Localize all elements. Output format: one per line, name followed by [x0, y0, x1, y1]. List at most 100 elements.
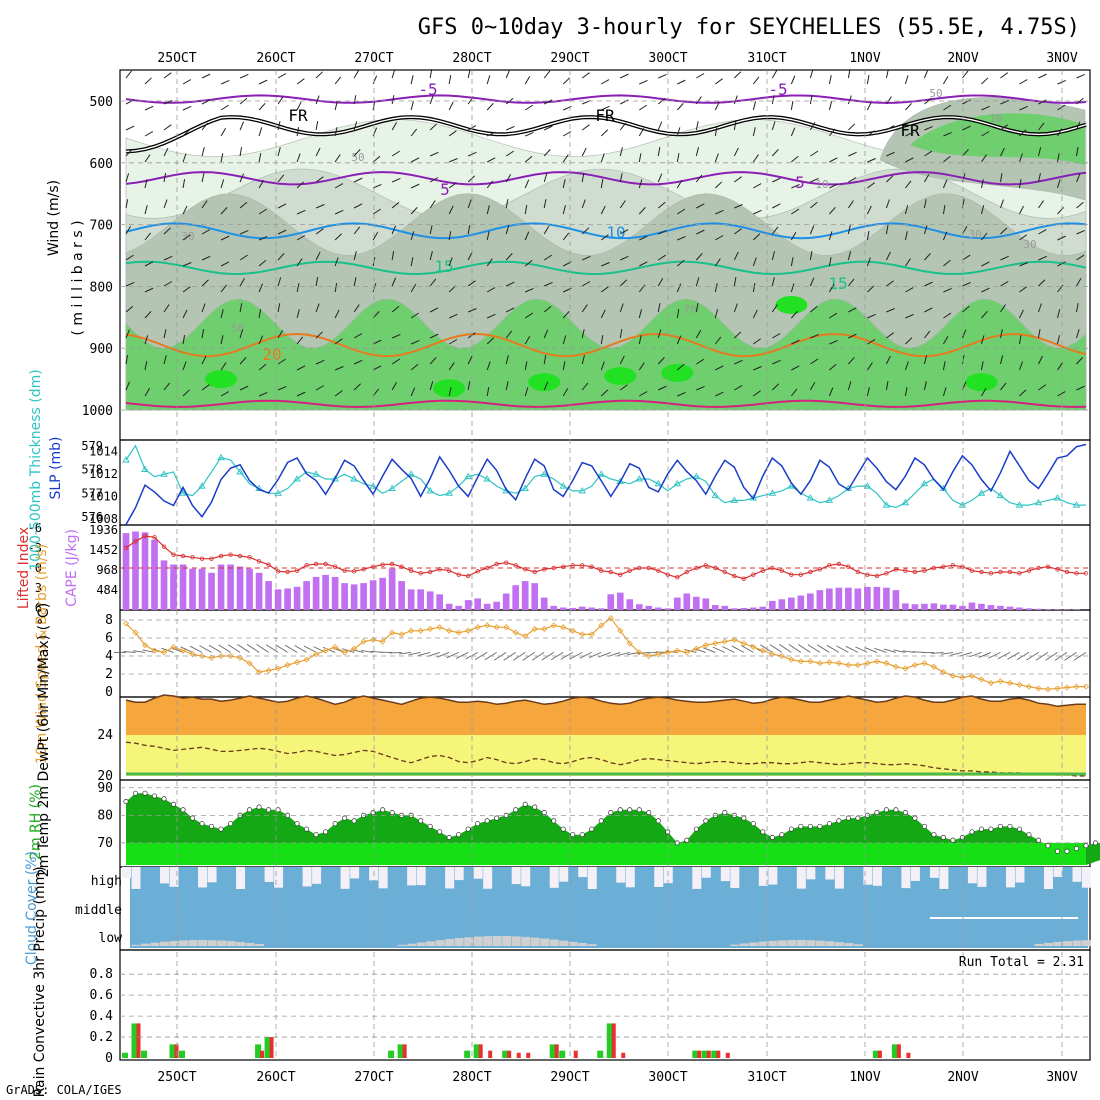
barb [125, 355, 129, 365]
barb [410, 231, 415, 241]
li-point-82 [903, 568, 908, 573]
barb [201, 255, 211, 261]
barb [676, 179, 683, 189]
rh2m-point-23 [342, 815, 348, 821]
surface-wind-barb-11 [218, 644, 231, 653]
surface-wind-barb-8 [189, 645, 203, 653]
barb [904, 75, 909, 85]
thickness-point-36 [464, 472, 472, 480]
wind10m-point-26 [370, 636, 377, 643]
thickness-point-52 [616, 477, 625, 484]
barb [562, 179, 566, 189]
barb [505, 281, 515, 287]
barb [182, 286, 191, 293]
barb [315, 204, 325, 209]
cloud-high-gap-38 [483, 867, 493, 889]
barb [790, 311, 798, 319]
cloud-high-gap-61 [701, 867, 711, 878]
cape-bar-46 [559, 607, 567, 610]
rh2m-point-91 [988, 826, 994, 832]
barb [1057, 391, 1066, 397]
surface-wind-barb-88 [950, 651, 963, 656]
rh2m-point-16 [275, 807, 281, 813]
rh2m-point-14 [256, 804, 262, 810]
barb [448, 182, 457, 189]
barb [1038, 99, 1047, 105]
wind10m-point-93 [1006, 679, 1014, 687]
rh2m-point-77 [855, 815, 861, 821]
surface-wind-barb-82 [893, 649, 906, 653]
wind10m-point-56 [655, 651, 662, 658]
rh2m-point-74 [826, 821, 832, 827]
barb [981, 105, 990, 111]
wind10m-point-96 [1035, 685, 1042, 692]
barb [962, 305, 970, 313]
x-tick-bottom-31OCT: 31OCT [747, 1070, 786, 1085]
rh2m-point-67 [760, 829, 766, 835]
y-tick-slp-1010: 1010 [89, 489, 118, 503]
barb [619, 279, 628, 287]
cloud-high-gap-89 [967, 867, 977, 884]
wind10m-point-101 [1082, 683, 1090, 690]
cape-bar-18 [293, 586, 301, 610]
cloud-high-gap-31 [416, 867, 426, 886]
barb [391, 358, 400, 365]
cape-bar-4 [160, 560, 168, 610]
cloud-low-36 [464, 937, 474, 946]
barb [1057, 235, 1066, 241]
barb [1038, 229, 1047, 235]
chart-title: GFS 0~10day 3-hourly for SEYCHELLES (55.… [418, 15, 1080, 40]
li-point-92 [998, 569, 1003, 575]
barb [1019, 309, 1024, 319]
y-tick-pressure-900: 900 [90, 342, 113, 357]
surface-wind-barb-13 [237, 644, 250, 653]
cloud-high-gap-9 [207, 867, 217, 883]
precip-conv-bar-51 [611, 1023, 616, 1058]
wind10m-point-51 [607, 615, 614, 622]
surface-wind-barb-92 [988, 651, 1001, 659]
slp-ylabel-slp: SLP (mb) [48, 436, 64, 499]
barb [201, 229, 211, 235]
rh2m-point-61 [703, 818, 709, 824]
barb [904, 387, 908, 397]
barb [448, 257, 453, 267]
precip-conv-bar-63 [725, 1052, 730, 1058]
y-tick-thickness-579: 579 [81, 439, 103, 453]
barb [315, 121, 319, 131]
barb [353, 359, 363, 365]
barb [562, 77, 571, 85]
barb [201, 122, 209, 131]
barb [372, 183, 382, 189]
rh2m-point-42 [522, 801, 528, 807]
precip-conv-bar-52 [621, 1052, 626, 1058]
li-point-11 [228, 552, 233, 557]
contour-label-12: 50 [231, 322, 244, 335]
rh2m-ylabel: 2m RH (%) [28, 784, 44, 860]
rh2m-point-94 [1016, 826, 1023, 832]
barb [1018, 153, 1023, 163]
cape-bar-83 [911, 604, 919, 610]
barb [543, 254, 553, 261]
surface-wind-barb-53 [617, 651, 630, 656]
barb [334, 390, 343, 397]
precip-total-bar-60 [692, 1050, 699, 1058]
barb [581, 72, 590, 79]
surface-wind-barb-50 [589, 651, 602, 659]
rh2m-point-66 [750, 821, 756, 827]
li-point-73 [817, 567, 823, 572]
contour-label-6: FR [900, 121, 920, 140]
barb [1057, 179, 1061, 189]
barb [1076, 277, 1082, 287]
barb [810, 358, 819, 365]
barb [163, 72, 172, 79]
rh2m-point-50 [598, 818, 604, 824]
li-point-61 [703, 563, 709, 568]
precip-total-bar-28 [388, 1050, 395, 1058]
surface-wind-barb-46 [550, 652, 564, 661]
cloud-high-gap-45 [549, 867, 559, 888]
cloud-high-gap-5 [169, 867, 179, 887]
li-point-86 [941, 564, 946, 569]
barb [943, 287, 952, 293]
barb [905, 131, 914, 137]
y-tick-wind-4: 4 [105, 649, 113, 664]
